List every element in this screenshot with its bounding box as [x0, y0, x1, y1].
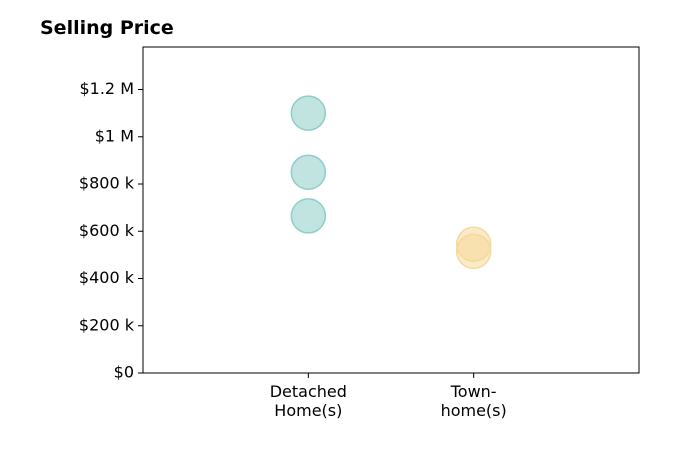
- y-tick-label: $1 M: [95, 126, 134, 145]
- y-tick-label: $400 k: [79, 268, 135, 287]
- chart-title: Selling Price: [40, 17, 174, 39]
- x-tick-label: Detached Home(s): [269, 382, 347, 420]
- plot-frame: [142, 46, 640, 374]
- y-tick-label: $0: [114, 363, 134, 382]
- y-tick-label: $800 k: [79, 174, 135, 193]
- point: [290, 154, 327, 190]
- y-tick-label: $200 k: [79, 315, 135, 334]
- point: [290, 198, 327, 234]
- y-tick-label: $1.2 M: [79, 79, 134, 98]
- point: [290, 95, 327, 131]
- point: [455, 233, 492, 270]
- x-tick-label: Town- home(s): [440, 382, 507, 420]
- y-tick-label: $600 k: [79, 221, 135, 240]
